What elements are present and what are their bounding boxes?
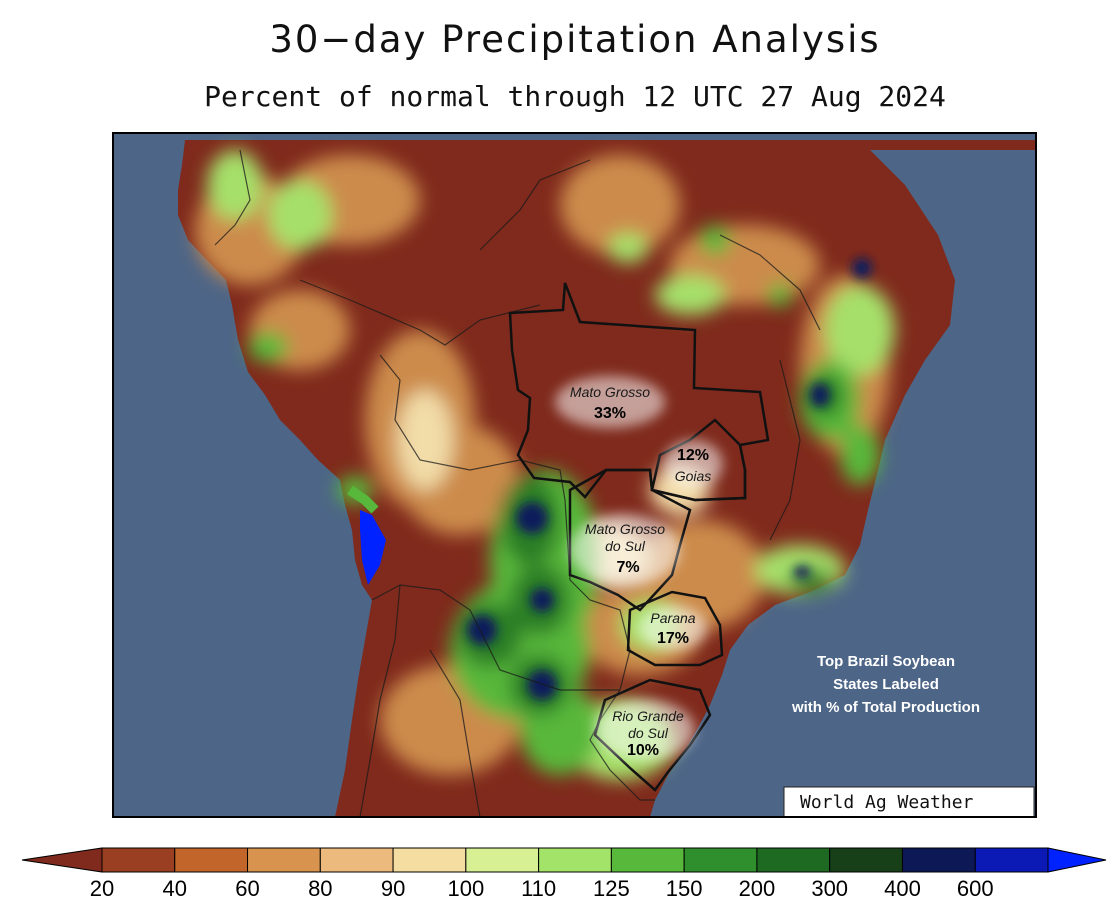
state-percent: 12%	[677, 447, 709, 464]
border-line	[429, 649, 481, 817]
state-percent: 17%	[657, 630, 689, 647]
precip-light-green	[207, 150, 263, 220]
credit-box: World Ag Weather	[783, 786, 1035, 817]
precip-navy	[852, 258, 872, 278]
label-glow	[639, 606, 707, 650]
state-name: do Sul	[605, 538, 646, 554]
precip-green	[700, 225, 730, 255]
border-line	[769, 359, 801, 541]
note-line: with % of Total Production	[791, 699, 980, 716]
precip-wet-cores	[467, 258, 872, 700]
precip-navy	[810, 383, 830, 407]
precip-light-green	[825, 285, 895, 375]
state-label-mato-grosso: Mato Grosso 33%	[570, 384, 650, 422]
state-percent: 10%	[627, 742, 659, 759]
border-line	[379, 354, 566, 501]
legend-tick-label: 300	[811, 876, 848, 901]
legend-tick-label: 200	[739, 876, 776, 901]
legend-cell	[101, 847, 176, 873]
legend-tick-label: 80	[308, 876, 332, 901]
border-line	[479, 159, 591, 251]
note-line: States Labeled	[833, 676, 939, 693]
legend-tick-label: 150	[666, 876, 703, 901]
map-panel: Mato Grosso 33% 12% Goias Mato Grosso do…	[113, 133, 1036, 817]
chart-title: 30−day Precipitation Analysis	[269, 18, 881, 61]
legend-low-arrow	[21, 847, 103, 873]
precip-navy	[467, 615, 497, 645]
legend-cell	[610, 847, 685, 873]
legend-cell	[683, 847, 758, 873]
precip-green	[840, 425, 880, 485]
precip-bright-blue	[360, 510, 386, 585]
legend-tick-label: 60	[235, 876, 259, 901]
precip-pale	[397, 390, 453, 490]
label-glow	[595, 700, 695, 760]
label-glow	[663, 440, 723, 488]
legend-tick-label: 600	[957, 876, 994, 901]
legend-tick-label: 110	[521, 876, 556, 901]
legend-cell	[465, 847, 540, 873]
precip-green	[768, 283, 792, 307]
country-borders	[214, 149, 821, 817]
precip-navy	[794, 566, 810, 578]
precip-navy	[530, 588, 554, 612]
legend-tick-label: 100	[447, 876, 484, 901]
label-glow	[570, 514, 680, 586]
legend-high-arrow	[1047, 847, 1107, 873]
precip-green	[347, 485, 379, 514]
state-label-parana: Parana 17%	[650, 610, 695, 647]
legend-cell	[174, 847, 249, 873]
legend-cells	[101, 847, 1049, 873]
state-label-goias: 12% Goias	[675, 447, 712, 484]
state-percent: 33%	[594, 405, 626, 422]
featured-state-outlines	[508, 282, 770, 792]
legend-tick-label: 20	[90, 876, 114, 901]
note-line: Top Brazil Soybean	[817, 653, 955, 670]
precip-tan	[560, 155, 680, 255]
color-legend: 20 40 60 80 90 100 110 125 150 200 300 400 600	[21, 847, 1107, 901]
legend-tick-label: 40	[163, 876, 187, 901]
legend-cell	[756, 847, 831, 873]
precip-green	[248, 332, 288, 362]
label-glow	[555, 376, 665, 428]
legend-cell	[901, 847, 976, 873]
legend-cell	[829, 847, 903, 873]
precip-light-green	[268, 180, 332, 250]
legend-cell	[538, 847, 612, 873]
chart-subtitle: Percent of normal through 12 UTC 27 Aug …	[204, 80, 946, 113]
legend-cell	[319, 847, 394, 873]
legend-tick-label: 125	[593, 876, 630, 901]
border-line	[299, 279, 541, 346]
legend-cell	[392, 847, 467, 873]
legend-cell	[247, 847, 321, 873]
state-name: Parana	[650, 610, 695, 626]
border-line	[214, 149, 251, 246]
parana-outline	[626, 590, 724, 667]
label-glows	[555, 376, 723, 760]
border-line	[719, 234, 821, 331]
precip-light-green	[608, 233, 648, 263]
border-line	[359, 583, 401, 817]
credit-background	[783, 786, 1035, 817]
state-name: Mato Grosso	[570, 384, 650, 400]
state-name: Mato Grosso	[585, 521, 665, 537]
legend-tick-label: 90	[381, 876, 405, 901]
precip-navy	[527, 670, 557, 700]
precip-navy	[516, 502, 548, 534]
state-name: Rio Grande	[612, 708, 684, 724]
precip-light-green	[655, 275, 725, 315]
legend-cell	[974, 847, 1049, 873]
state-name: do Sul	[628, 725, 669, 741]
legend-tick-label: 400	[884, 876, 921, 901]
credit-text: World Ag Weather	[800, 792, 974, 813]
state-label-rio-grande-do-sul: Rio Grande do Sul 10%	[612, 708, 684, 759]
map-frame	[112, 132, 1037, 818]
state-percent: 7%	[616, 559, 639, 576]
state-name: Goias	[675, 468, 712, 484]
state-label-mato-grosso-do-sul: Mato Grosso do Sul 7%	[585, 521, 665, 576]
legend-ticks: 20 40 60 80 90 100 110 125 150 200 300 400 600	[90, 876, 994, 901]
production-note: Top Brazil Soybean States Labeled with %…	[791, 653, 980, 716]
